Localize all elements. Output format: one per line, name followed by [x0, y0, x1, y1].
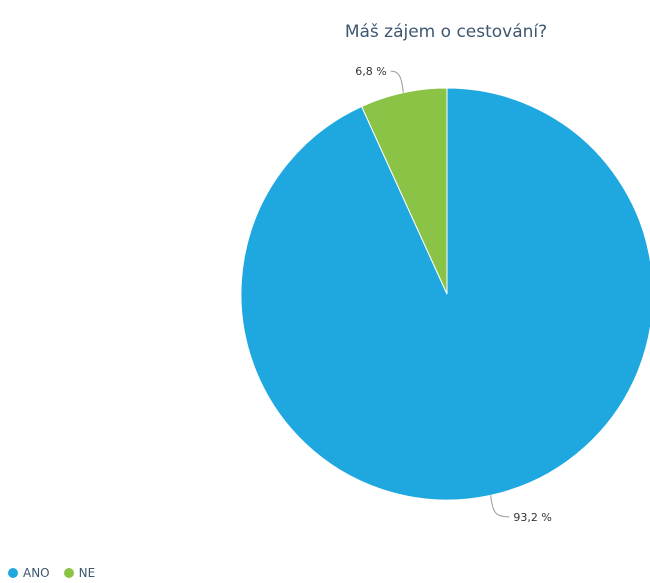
legend-item-ano[interactable]: ANO [8, 566, 50, 580]
legend-marker-ano [8, 568, 18, 578]
label-connector-ne [390, 70, 404, 93]
pie-slices [240, 87, 650, 501]
pie-labels: 93,2 % 6,8 % [355, 65, 552, 524]
chart-title: Máš zájem o cestování? [345, 22, 547, 42]
pie-slice-ano[interactable] [240, 87, 650, 501]
legend-item-ne[interactable]: NE [63, 566, 96, 580]
legend-label-ano: ANO [23, 566, 50, 580]
slice-label-ano: 93,2 % [513, 511, 551, 524]
legend: ANO NE [8, 566, 95, 580]
slice-label-ne: 6,8 % [355, 65, 386, 78]
legend-label-ne: NE [78, 566, 96, 580]
label-connector-ano [490, 495, 510, 518]
legend-marker-ne [63, 568, 74, 578]
